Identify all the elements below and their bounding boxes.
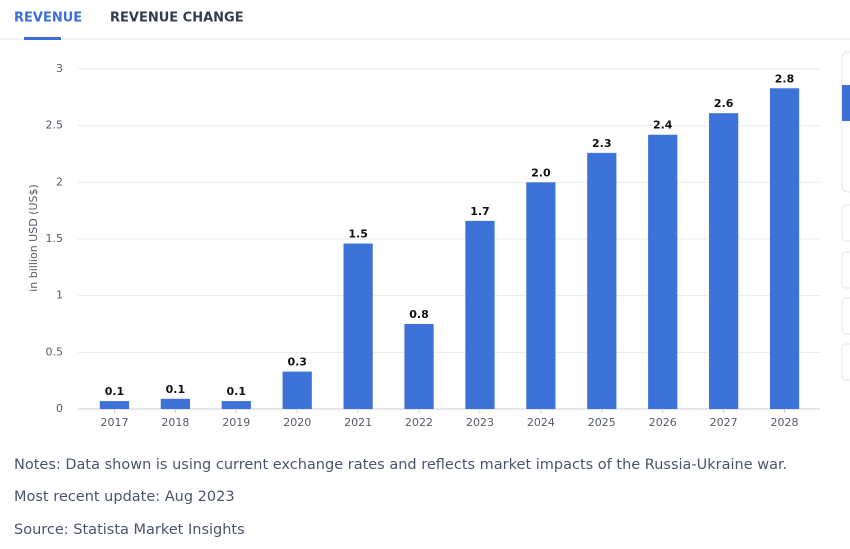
x-tick-label: 2023 bbox=[466, 416, 494, 429]
x-tick-label: 2018 bbox=[161, 416, 189, 429]
value-label: 2.6 bbox=[714, 97, 734, 110]
plot: 0 0.5 1 1.5 2 2.5 3 2017 0.1 2018 0.1 2019 0.1 2020 0.… bbox=[46, 62, 820, 429]
y-tick-label: 1 bbox=[56, 289, 63, 302]
bar bbox=[465, 220, 495, 409]
value-label: 0.3 bbox=[287, 356, 307, 369]
bar bbox=[282, 371, 312, 409]
x-tick-label: 2024 bbox=[527, 416, 555, 429]
value-label: 0.1 bbox=[227, 385, 247, 398]
tab-revenue-change[interactable]: REVENUE CHANGE bbox=[110, 11, 244, 26]
bar bbox=[404, 324, 434, 409]
bar bbox=[343, 243, 373, 409]
bar bbox=[526, 182, 556, 409]
bar bbox=[587, 152, 617, 409]
value-label: 2.8 bbox=[775, 72, 795, 85]
y-axis-label: in billion USD (US$) bbox=[27, 184, 40, 292]
x-tick-label: 2022 bbox=[405, 416, 433, 429]
side-panel bbox=[841, 51, 850, 381]
value-label: 1.5 bbox=[348, 228, 368, 241]
bar bbox=[769, 88, 800, 410]
x-tick-label: 2025 bbox=[588, 416, 616, 429]
note: Notes: Data shown is using current excha… bbox=[14, 457, 787, 473]
bar bbox=[709, 113, 739, 409]
x-tick-label: 2026 bbox=[649, 416, 677, 429]
x-tick-label: 2019 bbox=[222, 416, 250, 429]
update-note: Most recent update: Aug 2023 bbox=[14, 489, 235, 505]
bar bbox=[160, 398, 190, 409]
bar bbox=[221, 401, 251, 409]
tab-revenue[interactable]: REVENUE bbox=[14, 11, 82, 26]
value-label: 2.4 bbox=[653, 119, 673, 132]
y-tick-label: 0 bbox=[56, 402, 63, 415]
y-tick-label: 1.5 bbox=[46, 232, 64, 245]
bar bbox=[99, 401, 130, 409]
x-tick-label: 2021 bbox=[344, 416, 372, 429]
x-tick-label: 2020 bbox=[283, 416, 311, 429]
x-tick-label: 2017 bbox=[100, 416, 128, 429]
value-label: 0.1 bbox=[105, 385, 125, 398]
bar bbox=[648, 134, 678, 409]
x-tick-label: 2027 bbox=[710, 416, 738, 429]
source-note: Source: Statista Market Insights bbox=[14, 522, 245, 538]
value-label: 2.3 bbox=[592, 137, 612, 150]
y-tick-label: 3 bbox=[56, 62, 63, 75]
value-label: 1.7 bbox=[470, 205, 490, 218]
tab-underline bbox=[24, 37, 61, 40]
y-tick-label: 2.5 bbox=[46, 119, 64, 132]
y-tick-label: 0.5 bbox=[46, 345, 64, 358]
value-label: 2.0 bbox=[531, 166, 551, 179]
x-tick-label: 2028 bbox=[771, 416, 799, 429]
value-label: 0.1 bbox=[166, 383, 186, 396]
value-label: 0.8 bbox=[409, 308, 429, 321]
y-tick-label: 2 bbox=[56, 175, 63, 188]
